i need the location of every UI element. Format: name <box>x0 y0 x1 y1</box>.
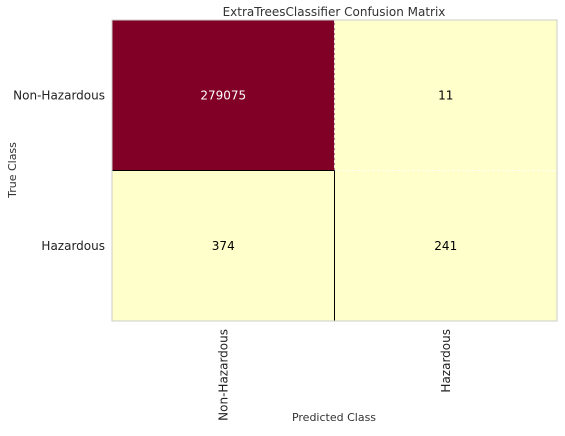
chart-title: ExtraTreesClassifier Confusion Matrix <box>223 5 446 19</box>
cell-value-label-1-1: 241 <box>434 239 457 253</box>
x-tick-label-1: Hazardous <box>439 329 453 393</box>
y-axis-label: True Class <box>6 142 19 199</box>
cell-value-label-1-0: 374 <box>212 239 235 253</box>
y-tick-label-1: Hazardous <box>41 239 105 253</box>
cells-layer <box>112 20 557 321</box>
matrix-cell-0-1 <box>334 20 557 171</box>
cell-value-label-0-1: 11 <box>438 88 453 102</box>
x-axis-label: Predicted Class <box>292 411 376 424</box>
x-tick-label-0: Non-Hazardous <box>216 329 230 421</box>
matrix-cell-0-0 <box>112 20 335 171</box>
cell-value-label-0-0: 279075 <box>200 88 246 102</box>
labels-layer: 279075 11 374 241 <box>200 88 457 253</box>
y-tick-label-0: Non-Hazardous <box>13 88 105 102</box>
ticks-layer: Non-Hazardous Hazardous Non-Hazardous Hazar… <box>13 88 453 421</box>
matrix-cell-1-1 <box>334 170 557 321</box>
plot-frame <box>111 19 558 322</box>
matrix-cell-1-0 <box>112 170 335 321</box>
